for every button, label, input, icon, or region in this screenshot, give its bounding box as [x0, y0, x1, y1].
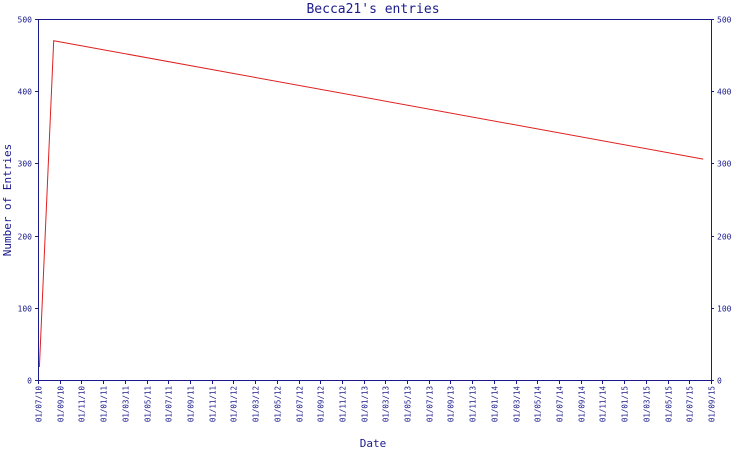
x-tick-label: 01/11/11: [209, 386, 218, 422]
x-tick-label: 01/05/15: [665, 386, 674, 422]
x-tick-label: 01/09/12: [317, 386, 326, 422]
x-tick-label: 01/09/13: [447, 386, 456, 422]
y-tick-label-left: 0: [27, 377, 32, 386]
x-tick-label: 01/09/10: [57, 386, 66, 423]
x-tick-label: 01/07/11: [165, 386, 174, 422]
chart-title: Becca21's entries: [306, 2, 439, 17]
x-tick-label: 01/09/11: [187, 386, 196, 422]
x-tick-label: 01/03/14: [513, 386, 522, 423]
x-axis: 01/07/10 01/09/10 01/11/10 01/01/11 01/03/11…: [35, 380, 717, 422]
x-axis-label: Date: [360, 437, 387, 450]
y-tick-label-left: 100: [18, 305, 33, 314]
y-axis-right: 0 100 200 300 400 500: [711, 16, 732, 386]
x-tick-label: 01/07/13: [426, 386, 435, 422]
x-tick-label: 01/01/15: [621, 386, 630, 422]
y-axis-left: 0 100 200 300 400 500: [18, 16, 38, 386]
x-tick-label: 01/03/13: [382, 386, 391, 422]
y-tick-label-left: 500: [18, 16, 33, 25]
x-tick-label: 01/07/12: [296, 386, 305, 422]
x-tick-label: 01/01/14: [491, 386, 500, 423]
y-tick-label-left: 200: [18, 233, 33, 242]
y-axis-label: Number of Entries: [1, 144, 14, 257]
x-tick-label: 01/03/11: [122, 386, 131, 422]
series-layer: [38, 40, 704, 368]
plot-frame: [38, 19, 712, 381]
x-tick-label: 01/09/15: [708, 386, 717, 422]
x-tick-label: 01/11/13: [469, 386, 478, 422]
x-tick-label: 01/01/12: [230, 386, 239, 422]
y-tick-label-right: 0: [717, 377, 722, 386]
y-tick-label-left: 300: [18, 160, 33, 169]
x-tick-label: 01/01/13: [361, 386, 370, 422]
x-tick-label: 01/07/14: [556, 386, 565, 423]
x-tick-label: 01/09/14: [578, 386, 587, 423]
series-line-0: [38, 40, 704, 368]
x-tick-label: 01/05/11: [144, 386, 153, 422]
x-tick-label: 01/03/15: [643, 386, 652, 422]
x-tick-label: 01/07/10: [35, 386, 44, 423]
x-tick-label: 01/05/13: [404, 386, 413, 422]
x-tick-label: 01/03/12: [252, 386, 261, 422]
y-tick-label-right: 100: [717, 305, 732, 314]
x-tick-label: 01/05/14: [534, 386, 543, 423]
x-tick-label: 01/11/12: [339, 386, 348, 422]
x-tick-label: 01/01/11: [100, 386, 109, 422]
x-tick-label: 01/05/12: [274, 386, 283, 422]
y-tick-label-left: 400: [18, 88, 33, 97]
y-tick-label-right: 200: [717, 233, 732, 242]
y-tick-label-right: 500: [717, 16, 732, 25]
x-tick-label: 01/11/10: [78, 386, 87, 423]
y-tick-label-right: 300: [717, 160, 732, 169]
x-tick-label: 01/11/14: [599, 386, 608, 423]
y-tick-label-right: 400: [717, 88, 732, 97]
x-tick-label: 01/07/15: [686, 386, 695, 422]
